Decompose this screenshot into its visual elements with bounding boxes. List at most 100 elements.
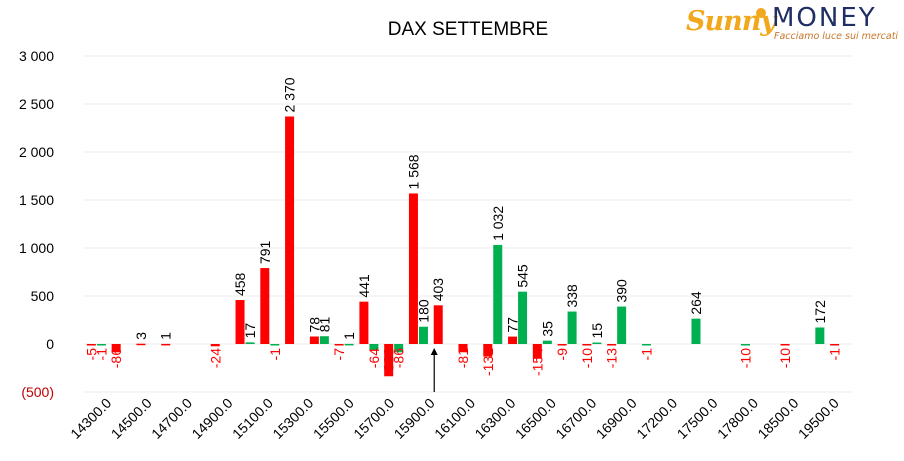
- data-label: 15: [589, 323, 605, 339]
- call-bar: [780, 344, 790, 346]
- x-tick-label: 14700.0: [148, 395, 195, 442]
- data-label: 3: [133, 332, 149, 340]
- call-bar: [111, 344, 121, 353]
- x-tick-label: 16700.0: [552, 395, 599, 442]
- put-bar: [518, 291, 528, 344]
- put-bar: [245, 342, 255, 344]
- data-label: 791: [257, 240, 273, 264]
- call-bar: [830, 344, 840, 346]
- data-label: -10: [579, 348, 595, 368]
- data-label: 180: [415, 299, 431, 323]
- x-tick-label: 15100.0: [229, 395, 276, 442]
- chart-title: DAX SETTEMBRE: [388, 19, 548, 40]
- data-label: 264: [688, 291, 704, 315]
- data-label: 35: [539, 321, 555, 337]
- sun-icon: [756, 8, 766, 18]
- put-bar: [691, 318, 701, 344]
- data-label: -13: [604, 348, 620, 368]
- call-bar: [260, 268, 270, 344]
- call-bar: [557, 344, 567, 346]
- data-label: 17: [242, 323, 258, 339]
- x-tick-label: 19500.0: [795, 395, 842, 442]
- call-bar: [433, 305, 443, 344]
- data-label: 545: [515, 264, 531, 288]
- data-label: 172: [812, 300, 828, 324]
- y-tick-label: 1 500: [19, 192, 54, 208]
- put-bar: [815, 327, 825, 344]
- x-tick-label: 14300.0: [67, 395, 114, 442]
- call-bar: [309, 336, 319, 344]
- put-bar: [741, 344, 751, 346]
- data-label: -86: [391, 348, 407, 368]
- put-bar: [418, 326, 428, 344]
- logo-brand-money: MONEY: [772, 3, 877, 33]
- x-tick-label: 18500.0: [754, 395, 801, 442]
- data-label: 77: [505, 317, 521, 333]
- x-tick-label: 14900.0: [188, 395, 235, 442]
- y-tick-label: (500): [21, 384, 54, 400]
- data-label: -131: [480, 348, 496, 376]
- data-label: -7: [331, 348, 347, 361]
- data-label: 338: [564, 284, 580, 308]
- call-bar: [136, 343, 146, 346]
- data-label: 441: [356, 274, 372, 298]
- call-bar: [384, 344, 394, 377]
- x-tick-label: 17500.0: [674, 395, 721, 442]
- x-tick-label: 14500.0: [108, 395, 155, 442]
- data-label: 2 370: [282, 77, 298, 112]
- y-tick-label: 1 000: [19, 240, 54, 256]
- y-tick-label: 3 000: [19, 48, 54, 64]
- data-label: 1: [158, 332, 174, 340]
- data-label: 1 568: [405, 154, 421, 189]
- call-bar: [334, 344, 344, 346]
- call-bar: [408, 193, 418, 344]
- data-label: 458: [232, 272, 248, 296]
- logo-tagline: Facciamo luce sui mercati: [774, 31, 899, 42]
- data-label: -336: [381, 348, 397, 376]
- call-bar: [483, 344, 493, 357]
- x-tick-label: 16900.0: [593, 395, 640, 442]
- data-label: -1: [267, 348, 283, 361]
- y-tick-label: 0: [46, 336, 54, 352]
- x-tick-label: 16100.0: [431, 395, 478, 442]
- put-bar: [641, 344, 651, 346]
- data-label: 403: [430, 278, 446, 302]
- put-bar: [493, 244, 503, 344]
- put-bar: [617, 306, 627, 344]
- x-tick-label: 15700.0: [350, 395, 397, 442]
- y-tick-label: 500: [31, 288, 55, 304]
- data-label: -154: [529, 348, 545, 376]
- data-label: -10: [777, 348, 793, 368]
- data-label: 1 032: [490, 206, 506, 241]
- x-tick-label: 15500.0: [310, 395, 357, 442]
- call-bar: [210, 344, 220, 347]
- x-tick-label: 17800.0: [714, 395, 761, 442]
- sunny-money-logo: Sunny MONEY Facciamo luce sui mercati: [686, 3, 899, 44]
- data-label: 78: [306, 317, 322, 333]
- put-bar: [270, 344, 280, 346]
- call-bar: [86, 344, 96, 346]
- call-bar: [532, 344, 542, 359]
- call-bar: [607, 344, 617, 346]
- arrow-head: [430, 348, 438, 355]
- call-bar: [161, 343, 171, 346]
- data-label: -5: [83, 348, 99, 361]
- data-label: 1: [341, 332, 357, 340]
- data-label: 390: [614, 279, 630, 303]
- put-bar: [394, 344, 404, 353]
- call-bar: [235, 300, 245, 344]
- put-bar: [567, 311, 577, 344]
- x-tick-label: 15300.0: [269, 395, 316, 442]
- data-label: -9: [554, 348, 570, 361]
- put-bar: [369, 344, 379, 351]
- call-bar: [582, 344, 592, 346]
- data-label: -1: [827, 348, 843, 361]
- call-bar: [508, 336, 518, 344]
- call-bar: [285, 116, 295, 344]
- data-label: 81: [316, 316, 332, 332]
- put-bar: [592, 342, 602, 345]
- data-label: -64: [366, 348, 382, 368]
- data-label: -1: [93, 348, 109, 361]
- data-label: -24: [207, 348, 223, 368]
